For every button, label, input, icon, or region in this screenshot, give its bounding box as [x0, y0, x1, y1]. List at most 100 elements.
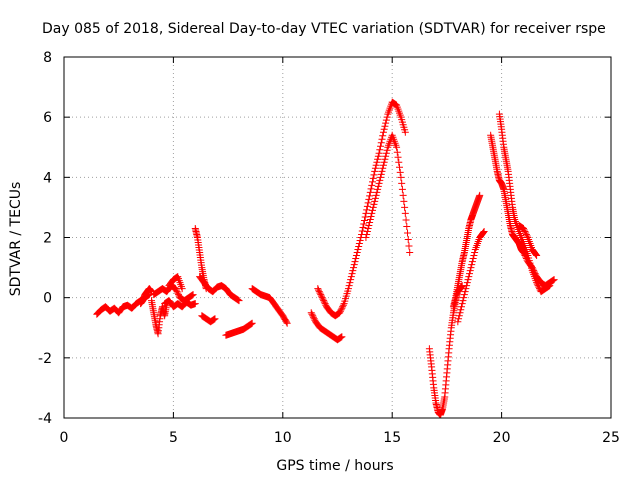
data-point [397, 173, 405, 181]
data-point [365, 195, 373, 203]
data-point [355, 243, 363, 251]
data-point [368, 181, 376, 189]
data-point [173, 288, 181, 296]
data-point [378, 167, 386, 175]
x-tick-label: 5 [169, 430, 178, 446]
data-point [355, 240, 363, 248]
data-point [402, 216, 410, 224]
data-point [374, 155, 382, 163]
data-point [379, 132, 387, 140]
data-point [393, 143, 401, 151]
data-point [381, 122, 389, 130]
data-points [93, 98, 558, 419]
data-point [374, 185, 382, 193]
data-point [534, 282, 542, 290]
data-point [370, 200, 378, 208]
data-point [348, 270, 356, 278]
data-point [462, 285, 470, 293]
data-point [370, 171, 378, 179]
data-point [366, 215, 374, 223]
data-point [456, 309, 464, 317]
data-point [469, 255, 477, 263]
data-point [336, 334, 344, 342]
data-point [363, 230, 371, 238]
data-point [398, 179, 406, 187]
data-point [376, 176, 384, 184]
data-point [395, 163, 403, 171]
data-point [549, 277, 557, 285]
data-point [363, 202, 371, 210]
data-point [382, 116, 390, 124]
data-point [363, 227, 371, 235]
data-point [314, 285, 322, 293]
data-point [172, 286, 180, 294]
data-point [377, 173, 385, 181]
data-point [455, 315, 463, 323]
y-tick-label: -4 [38, 411, 52, 427]
data-point [379, 128, 387, 136]
data-point [368, 209, 376, 217]
data-point [366, 218, 374, 226]
data-point [466, 270, 474, 278]
data-point [367, 212, 375, 220]
data-point [369, 203, 377, 211]
data-point [550, 276, 558, 284]
data-point [376, 146, 384, 154]
x-tick-label: 0 [60, 430, 69, 446]
data-point [381, 155, 389, 163]
data-point [339, 301, 347, 309]
data-point [339, 303, 347, 311]
y-tick-label: 6 [43, 110, 52, 126]
data-point [371, 194, 379, 202]
data-point [378, 135, 386, 143]
data-point [544, 283, 552, 291]
data-point [464, 276, 472, 284]
data-point [382, 152, 390, 160]
data-point [480, 227, 488, 235]
data-point [371, 164, 379, 172]
x-tick-label: 15 [383, 430, 401, 446]
data-point [377, 142, 385, 150]
data-point [373, 188, 381, 196]
data-point [375, 179, 383, 187]
x-tick-label: 10 [274, 430, 292, 446]
data-point [533, 280, 541, 288]
data-point [320, 297, 328, 305]
data-point [371, 167, 379, 175]
data-point [310, 315, 318, 323]
data-point [395, 158, 403, 166]
data-point [463, 279, 471, 287]
data-point [189, 291, 197, 299]
data-point [372, 191, 380, 199]
data-point [366, 192, 374, 200]
data-point [476, 191, 484, 199]
data-point [366, 188, 374, 196]
data-point [358, 227, 366, 235]
data-point [351, 258, 359, 266]
data-point [458, 300, 466, 308]
data-point [354, 246, 362, 254]
data-point [521, 227, 529, 235]
data-point [401, 203, 409, 211]
data-point [345, 282, 353, 290]
data-point [362, 209, 370, 217]
data-point [406, 249, 414, 257]
data-point [234, 296, 242, 304]
data-point [282, 318, 290, 326]
axis-ticks: 0 5 10 15 20 25 -4 -2 0 2 4 6 8 [38, 50, 620, 446]
data-point [549, 276, 557, 284]
data-point [522, 230, 530, 238]
data-point [188, 292, 196, 300]
chart-title: Day 085 of 2018, Sidereal Day-to-day VTE… [42, 21, 606, 37]
data-point [468, 258, 476, 266]
data-point [404, 229, 412, 237]
data-point [404, 236, 412, 244]
data-point [309, 312, 317, 320]
data-point [375, 149, 383, 157]
data-point [338, 304, 346, 312]
data-point [364, 224, 372, 232]
data-point [320, 298, 328, 306]
y-tick-label: 8 [43, 50, 52, 66]
